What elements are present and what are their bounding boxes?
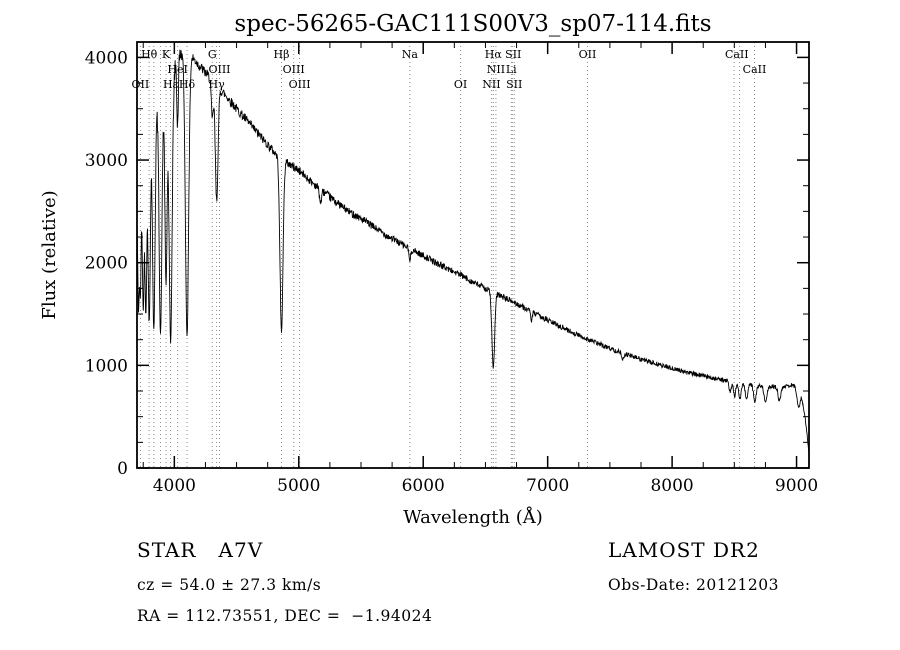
spectrum-line: [136, 49, 810, 454]
spectral-line-label: Hα: [485, 48, 503, 61]
plot-title: spec-56265-GAC111S00V3_sp07-114.fits: [234, 11, 711, 37]
spectral-line-label: Hε: [163, 78, 179, 91]
spectral-line-label: HeI: [167, 63, 187, 76]
x-tick-label: 8000: [650, 476, 693, 496]
spectrum-trace: [136, 49, 810, 454]
spectral-line-label: Hθ: [141, 48, 158, 61]
x-tick-label: 9000: [775, 476, 818, 496]
spectral-line-label: Hβ: [274, 48, 290, 61]
x-tick-label: 4000: [153, 476, 196, 496]
spectral-line-label: G: [208, 48, 217, 61]
star-classification: STAR A7V: [137, 538, 263, 562]
survey-name: LAMOST DR2: [608, 538, 760, 562]
y-tick-label: 4000: [85, 48, 128, 68]
spectral-line-label: Li: [506, 63, 517, 76]
spectral-line-label: OIII: [208, 63, 230, 76]
spectral-line-label: OII: [579, 48, 597, 61]
spectral-line-label: OIII: [289, 78, 311, 91]
y-tick-label: 3000: [85, 151, 128, 171]
spectral-line-label: Na: [402, 48, 419, 61]
spectral-line-label: OIII: [283, 63, 305, 76]
spectral-line-label: Hγ: [209, 78, 226, 91]
spectral-line-label: OII: [132, 78, 150, 91]
axis-ticks: [137, 42, 809, 469]
y-tick-label: 0: [117, 459, 128, 479]
spectral-line-label: SII: [506, 78, 522, 91]
axis-tick-labels: 4000 5000 6000 7000 8000 9000 0 1000 2000 3000 400…: [85, 48, 818, 496]
spectral-line-label: NII: [482, 78, 500, 91]
spectral-line-label: SII: [505, 48, 521, 61]
spectral-line-markers: [139, 42, 755, 468]
spectral-line-label: OI: [454, 78, 467, 91]
spectral-line-label: Hδ: [179, 78, 196, 91]
radial-velocity: cz = 54.0 ± 27.3 km/s: [137, 576, 321, 594]
plot-frame: [136, 41, 810, 469]
ra-dec-coordinates: RA = 112.73551, DEC = −1.94024: [137, 607, 432, 625]
observation-date: Obs-Date: 20121203: [608, 576, 779, 594]
spectral-line-label: NII: [487, 63, 505, 76]
y-tick-label: 1000: [85, 356, 128, 376]
x-tick-label: 6000: [402, 476, 445, 496]
y-tick-label: 2000: [85, 254, 128, 274]
x-axis-label: Wavelength (Å): [403, 506, 543, 528]
spectral-line-label: CaII: [743, 63, 767, 76]
y-axis-label: Flux (relative): [39, 190, 60, 319]
x-tick-label: 5000: [277, 476, 320, 496]
x-tick-label: 7000: [526, 476, 569, 496]
spectral-line-label: CaII: [725, 48, 749, 61]
spectral-line-label: K: [162, 48, 171, 61]
